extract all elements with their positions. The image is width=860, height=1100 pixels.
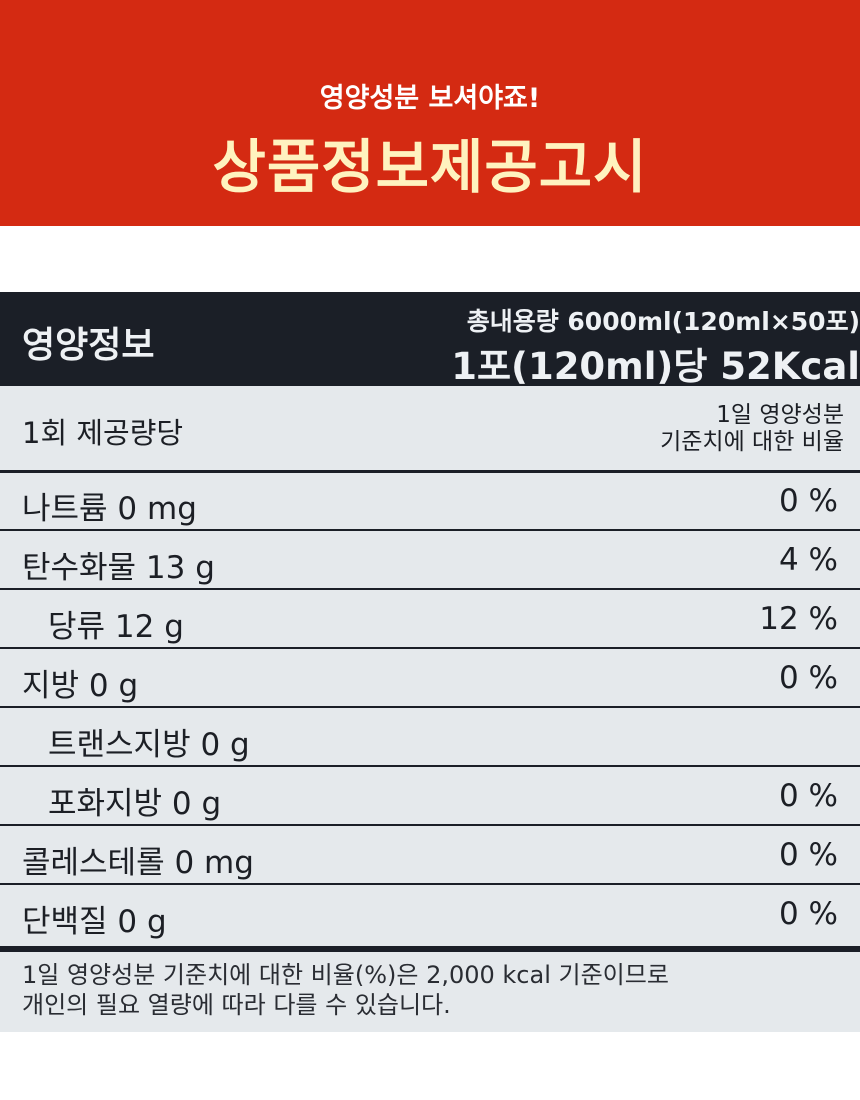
banner-subtitle: 영양성분 보셔야죠! bbox=[319, 83, 541, 114]
serving-label: 1회 제공량당 bbox=[22, 416, 184, 450]
daily-value-header-line2: 기준치에 대한 비율 bbox=[660, 429, 844, 455]
nutrient-name: 단백질 0 g bbox=[22, 904, 167, 940]
daily-value-header-line1: 1일 영양성분 bbox=[716, 402, 844, 428]
footnote-line1: 1일 영양성분 기준치에 대한 비율(%)은 2,000 kcal 기준이므로 bbox=[22, 961, 669, 989]
nutrient-row-saturated-fat: 포화지방 0 g 0 % bbox=[0, 766, 860, 826]
serving-row: 1회 제공량당 1일 영양성분 기준치에 대한 비율 bbox=[0, 386, 860, 473]
nutrient-row-sugars: 당류 12 g 12 % bbox=[0, 589, 860, 649]
daily-value-header: 1일 영양성분 기준치에 대한 비율 bbox=[660, 402, 844, 456]
banner: 영양성분 보셔야죠! 상품정보제공고시 bbox=[0, 0, 860, 226]
nutrient-percent: 0 % bbox=[778, 778, 838, 814]
nutrient-row-carbohydrate: 탄수화물 13 g 4 % bbox=[0, 530, 860, 590]
label-header: 영양정보 총내용량 6000ml(120ml×50포) 1포(120ml)당 5… bbox=[0, 292, 860, 388]
nutrient-name: 당류 12 g bbox=[48, 609, 184, 645]
nutrient-row-trans-fat: 트랜스지방 0 g bbox=[0, 707, 860, 767]
nutrient-row-fat: 지방 0 g 0 % bbox=[0, 648, 860, 708]
footnote: 1일 영양성분 기준치에 대한 비율(%)은 2,000 kcal 기준이므로 … bbox=[22, 960, 860, 1020]
nutrient-name: 지방 0 g bbox=[22, 668, 139, 704]
nutrient-row-protein: 단백질 0 g 0 % bbox=[0, 884, 860, 946]
label-title: 영양정보 bbox=[22, 325, 155, 366]
calories-per-pack: 1포(120ml)당 52Kcal bbox=[451, 345, 860, 388]
total-volume: 총내용량 6000ml(120ml×50포) bbox=[466, 307, 860, 336]
nutrient-percent: 0 % bbox=[778, 660, 838, 696]
nutrient-percent: 0 % bbox=[778, 896, 838, 932]
nutrient-row-cholesterol: 콜레스테롤 0 mg 0 % bbox=[0, 825, 860, 885]
nutrient-name: 콜레스테롤 0 mg bbox=[22, 845, 254, 881]
nutrient-percent: 0 % bbox=[778, 483, 838, 519]
nutrient-name: 나트륨 0 mg bbox=[22, 491, 197, 527]
nutrient-name: 트랜스지방 0 g bbox=[48, 727, 250, 763]
nutrient-percent: 0 % bbox=[778, 837, 838, 873]
nutrient-row-sodium: 나트륨 0 mg 0 % bbox=[0, 471, 860, 531]
footnote-line2: 개인의 필요 열량에 따라 다를 수 있습니다. bbox=[22, 991, 451, 1019]
banner-title: 상품정보제공고시 bbox=[212, 133, 648, 201]
nutrient-percent: 12 % bbox=[759, 601, 838, 637]
nutrition-label: 영양정보 총내용량 6000ml(120ml×50포) 1포(120ml)당 5… bbox=[0, 292, 860, 1032]
nutrient-name: 탄수화물 13 g bbox=[22, 550, 215, 586]
nutrient-name: 포화지방 0 g bbox=[48, 786, 222, 822]
divider bbox=[0, 946, 860, 952]
nutrient-percent: 4 % bbox=[778, 542, 838, 578]
